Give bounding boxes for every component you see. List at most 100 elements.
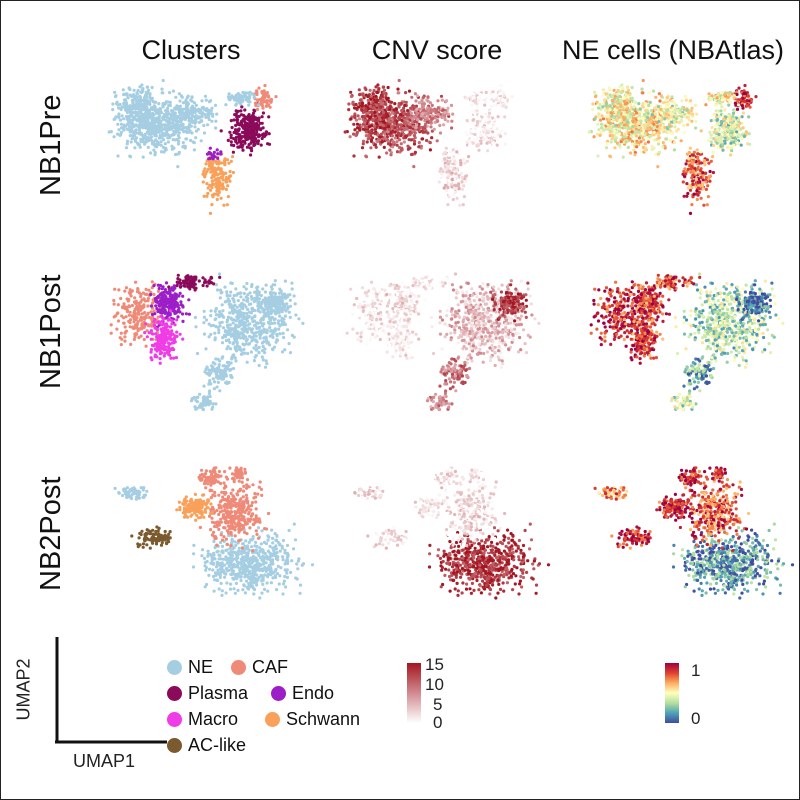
- cell-point: [709, 136, 713, 140]
- cell-point: [166, 106, 170, 110]
- cell-point: [164, 322, 169, 326]
- cell-point: [234, 109, 238, 113]
- cell-point: [161, 316, 165, 320]
- cell-point: [602, 98, 607, 102]
- cell-point: [690, 186, 694, 190]
- cell-point: [372, 88, 376, 93]
- cell-point: [255, 92, 259, 97]
- cell-point: [353, 112, 357, 116]
- cell-point: [670, 112, 674, 116]
- cell-point: [425, 108, 430, 112]
- cell-point: [151, 343, 156, 348]
- cell-point: [682, 169, 686, 174]
- cell-point: [740, 104, 744, 108]
- cell-point: [491, 92, 495, 97]
- cell-point: [242, 117, 246, 121]
- cell-point: [376, 90, 380, 95]
- cell-point: [449, 103, 454, 107]
- cell-point: [260, 104, 264, 108]
- cell-point: [476, 130, 481, 134]
- cell-point: [236, 145, 240, 149]
- cell-point: [415, 94, 419, 98]
- cell-point: [730, 149, 734, 153]
- cell-point: [455, 150, 459, 154]
- cell-point: [735, 107, 740, 111]
- cell-point: [367, 125, 372, 129]
- cell-point: [627, 126, 631, 131]
- cell-point: [446, 106, 450, 110]
- cell-point: [374, 145, 378, 149]
- cell-point: [607, 86, 611, 90]
- cell-point: [476, 135, 480, 139]
- cell-point: [189, 120, 194, 124]
- cell-point: [352, 122, 356, 126]
- cell-point: [219, 196, 223, 200]
- cell-point: [209, 99, 213, 103]
- cell-point: [224, 180, 228, 184]
- cell-point: [172, 341, 176, 345]
- cell-point: [221, 171, 225, 175]
- cell-point: [156, 341, 160, 345]
- cell-point: [168, 335, 172, 339]
- cell-point: [381, 85, 385, 89]
- cell-point: [715, 141, 719, 145]
- cell-point: [127, 291, 131, 295]
- cell-point: [747, 142, 752, 146]
- cell-point: [476, 96, 481, 100]
- cell-point: [444, 146, 448, 150]
- cell-point: [186, 108, 190, 112]
- cell-point: [709, 96, 713, 100]
- cell-point: [636, 108, 640, 112]
- cell-point: [742, 134, 747, 138]
- cell-point: [187, 130, 191, 134]
- cell-point: [222, 203, 226, 207]
- cell-point: [455, 129, 459, 133]
- cell-point: [502, 94, 506, 98]
- cell-point: [116, 122, 120, 126]
- cell-point: [723, 93, 727, 97]
- cell-point: [629, 151, 633, 155]
- cell-point: [117, 106, 121, 110]
- cell-point: [692, 192, 696, 196]
- cell-point: [211, 153, 215, 157]
- cell-point: [134, 280, 138, 284]
- cell-point: [653, 138, 657, 142]
- cell-point: [109, 331, 113, 335]
- cell-point: [495, 143, 499, 147]
- cell-point: [265, 130, 269, 134]
- cell-point: [233, 113, 237, 117]
- cell-point: [680, 112, 684, 116]
- cell-point: [587, 130, 591, 134]
- cell-point: [396, 87, 400, 91]
- cell-point: [146, 296, 150, 301]
- cell-point: [622, 113, 626, 117]
- cell-point: [477, 90, 481, 95]
- cell-point: [731, 111, 736, 115]
- cell-point: [385, 151, 389, 155]
- cell-point: [705, 203, 709, 207]
- cell-point: [452, 152, 456, 156]
- cell-point: [159, 302, 163, 306]
- cell-point: [149, 350, 153, 354]
- cell-point: [120, 126, 124, 130]
- cell-point: [442, 186, 446, 190]
- cell-point: [384, 115, 388, 119]
- cell-point: [661, 141, 665, 145]
- cell-point: [389, 153, 393, 157]
- cell-point: [217, 190, 221, 194]
- cell-point: [206, 123, 210, 127]
- cell-point: [682, 112, 686, 116]
- cell-point: [438, 123, 442, 128]
- cell-point: [202, 169, 206, 174]
- cell-point: [458, 159, 463, 163]
- umap-panel-nb1pre-ne: [587, 78, 758, 215]
- cell-point: [146, 145, 150, 149]
- cell-point: [617, 132, 621, 136]
- cell-point: [184, 137, 189, 141]
- cell-point: [209, 276, 213, 280]
- cell-point: [251, 111, 256, 115]
- cell-point: [214, 177, 218, 181]
- cell-point: [721, 148, 725, 152]
- cell-point: [118, 336, 122, 340]
- cell-point: [491, 90, 495, 94]
